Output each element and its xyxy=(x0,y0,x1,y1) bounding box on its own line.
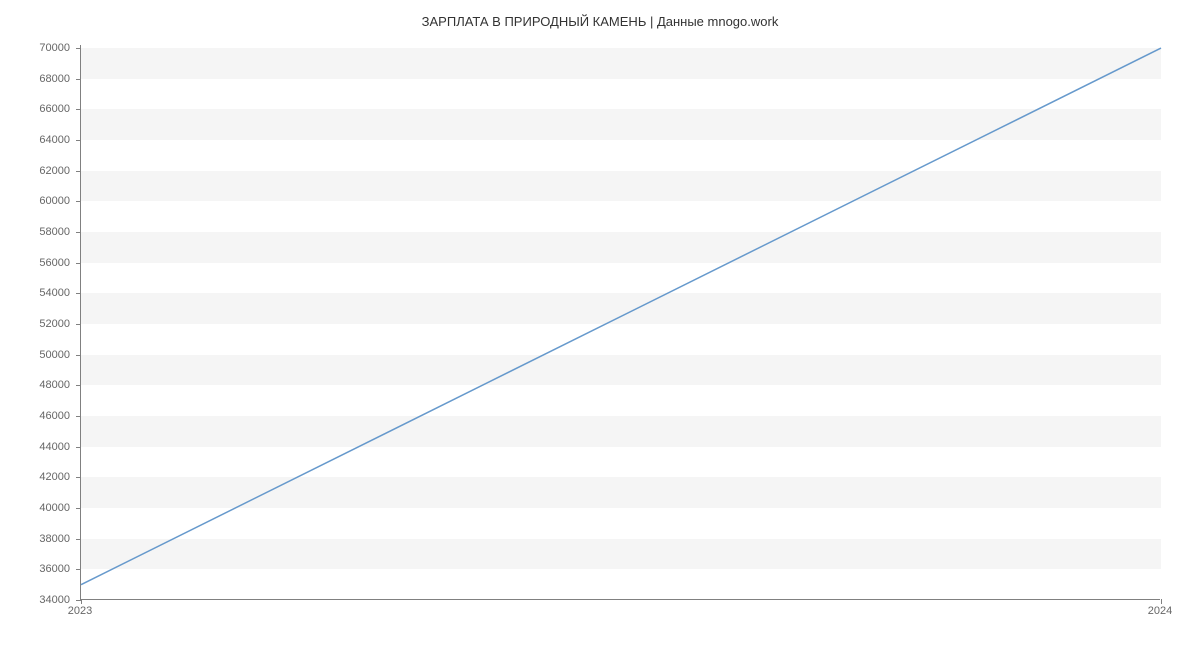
x-tick-label: 2023 xyxy=(68,605,92,617)
y-tick-label: 38000 xyxy=(39,533,70,545)
series-line xyxy=(81,48,1161,585)
line-series-svg xyxy=(81,45,1161,600)
y-tick-label: 40000 xyxy=(39,502,70,514)
chart-title: ЗАРПЛАТА В ПРИРОДНЫЙ КАМЕНЬ | Данные mno… xyxy=(0,0,1200,29)
y-tick-label: 46000 xyxy=(39,410,70,422)
y-tick-label: 68000 xyxy=(39,73,70,85)
y-tick-label: 54000 xyxy=(39,287,70,299)
y-tick-label: 36000 xyxy=(39,563,70,575)
y-tick-label: 42000 xyxy=(39,471,70,483)
plot-area xyxy=(80,45,1160,600)
x-tick-mark xyxy=(1161,599,1162,604)
chart-container: 3400036000380004000042000440004600048000… xyxy=(80,45,1160,600)
y-tick-label: 58000 xyxy=(39,226,70,238)
y-tick-label: 56000 xyxy=(39,257,70,269)
y-tick-label: 50000 xyxy=(39,349,70,361)
y-tick-label: 70000 xyxy=(39,42,70,54)
x-tick-label: 2024 xyxy=(1148,605,1172,617)
y-tick-label: 62000 xyxy=(39,165,70,177)
y-tick-label: 64000 xyxy=(39,134,70,146)
y-tick-label: 52000 xyxy=(39,318,70,330)
y-tick-label: 66000 xyxy=(39,103,70,115)
y-tick-label: 34000 xyxy=(39,594,70,606)
y-tick-label: 60000 xyxy=(39,195,70,207)
y-tick-label: 48000 xyxy=(39,379,70,391)
y-tick-label: 44000 xyxy=(39,441,70,453)
